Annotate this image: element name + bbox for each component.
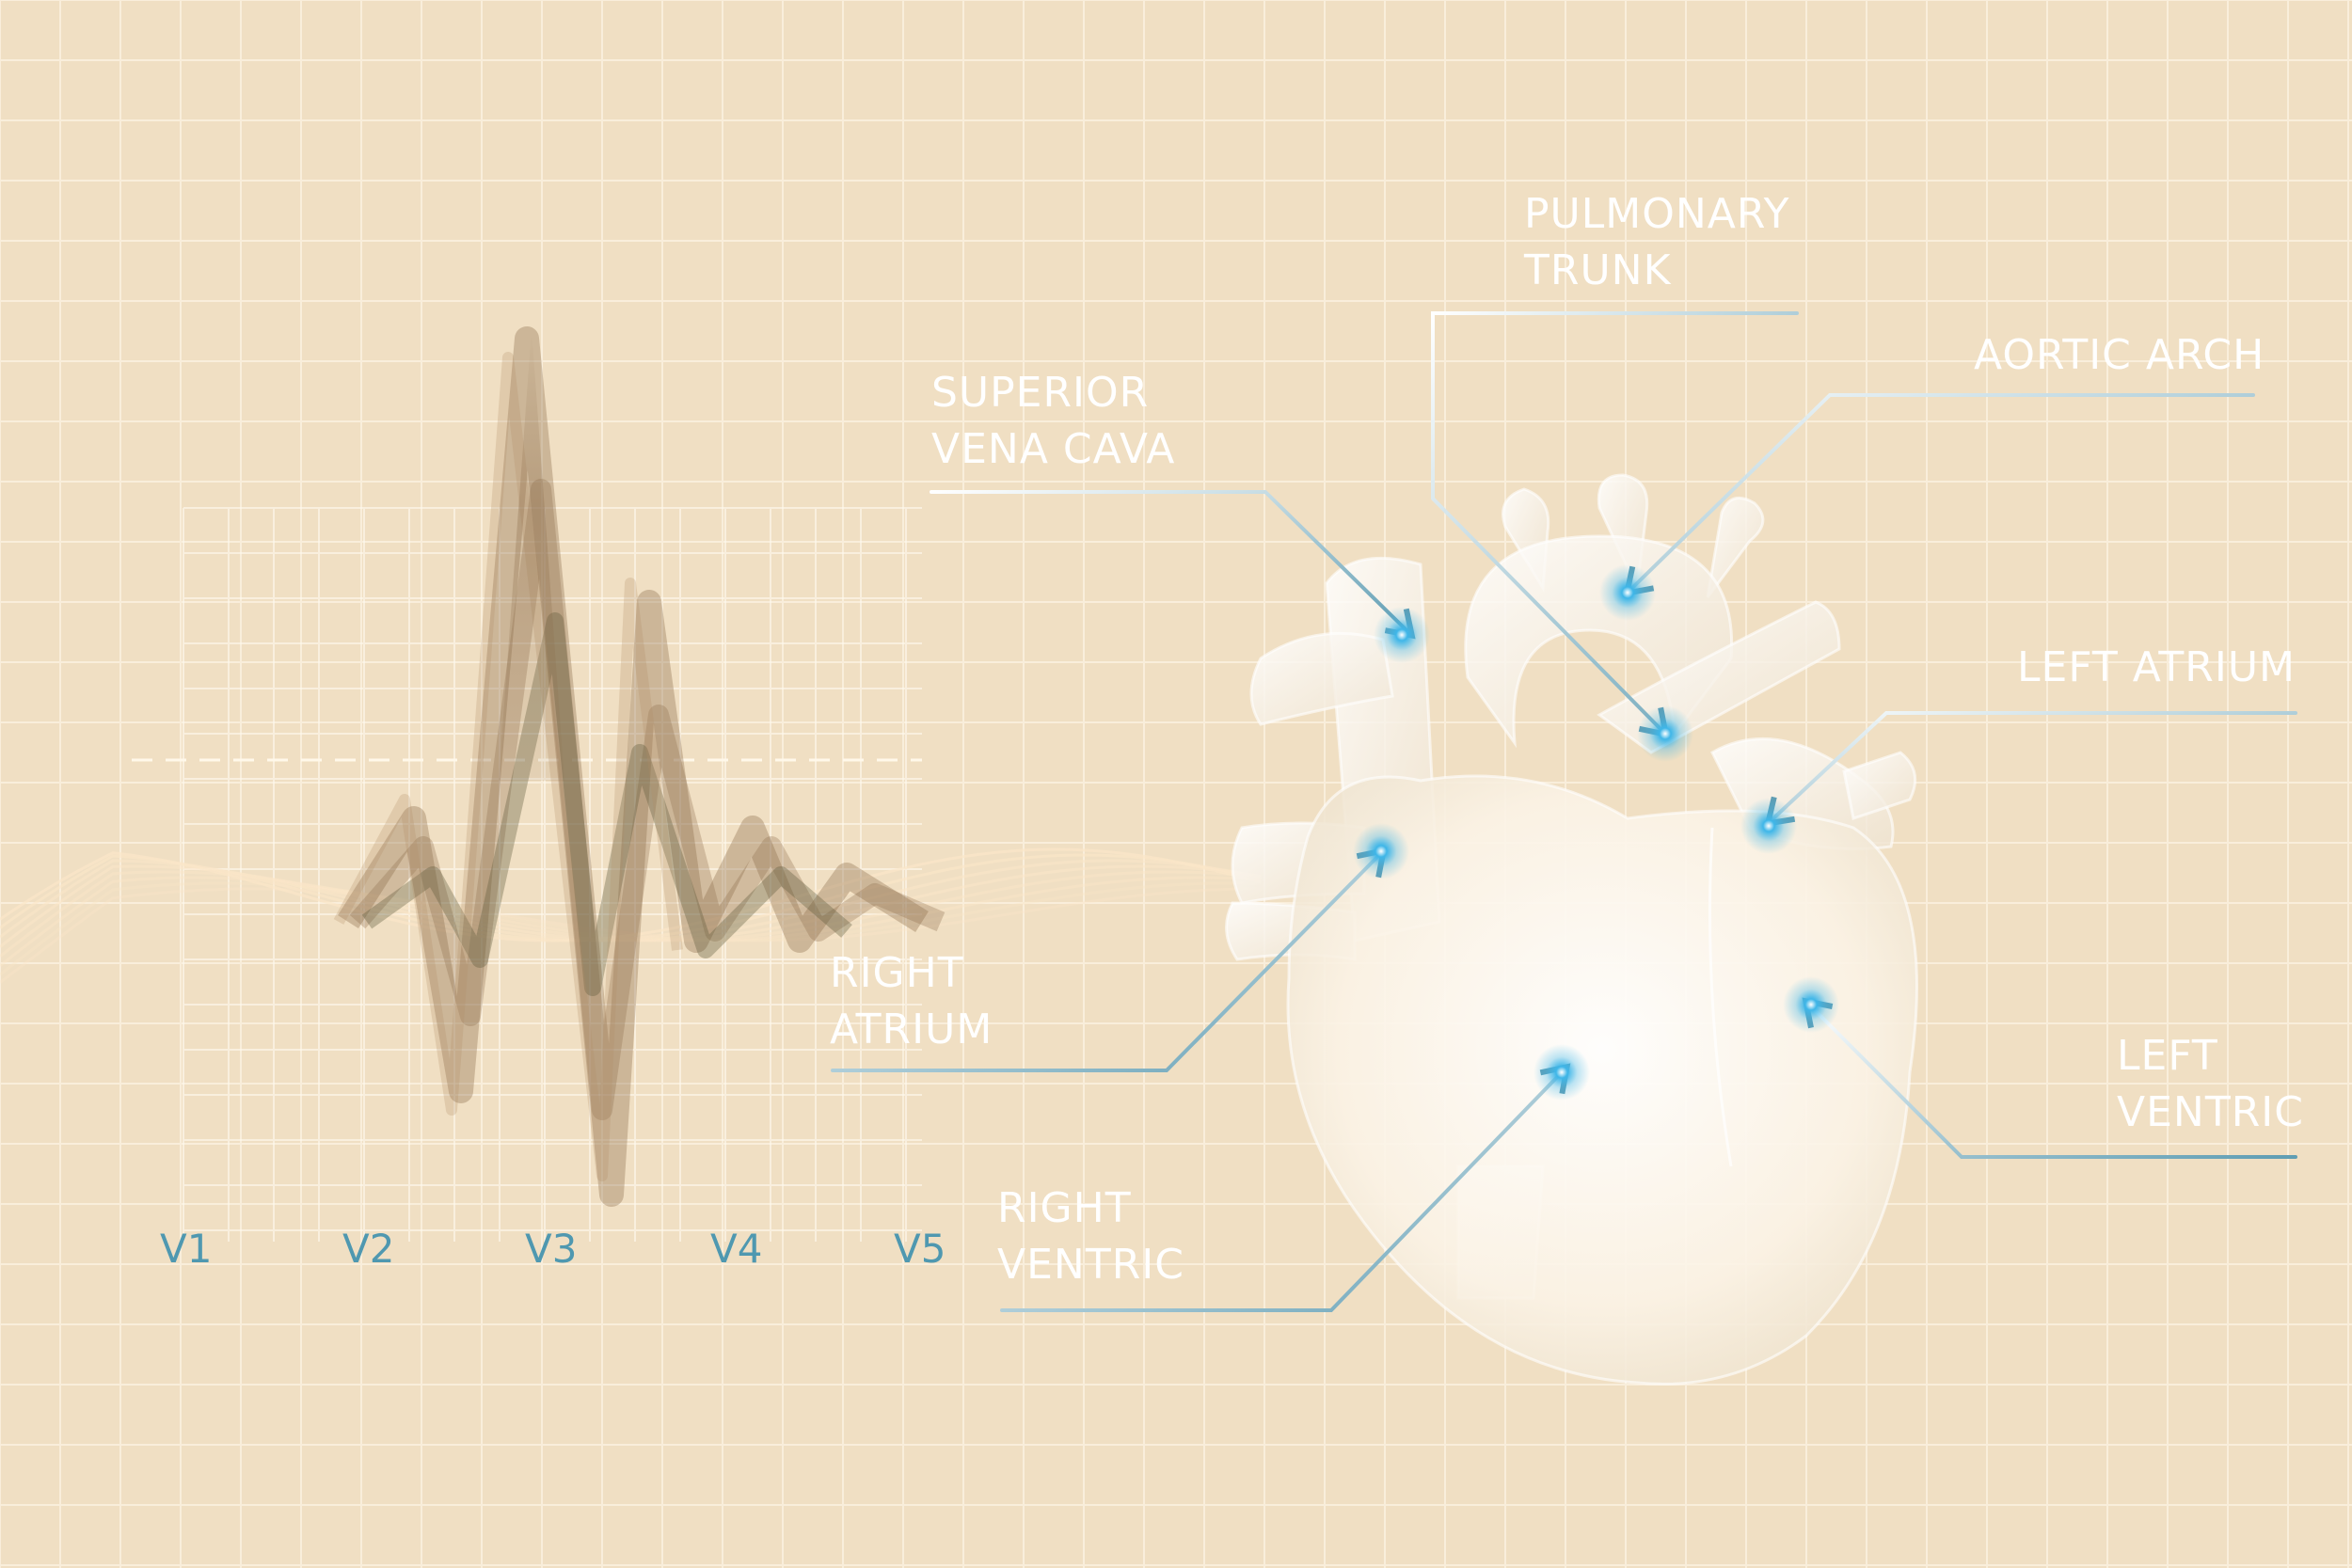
label-line: VENTRIC [2117,1088,2304,1136]
label-line: TRUNK [1524,246,1672,294]
glow-marker-icon [1599,564,1656,621]
label-left-ventric: LEFT VENTRIC [2117,1028,2304,1141]
label-line: LEFT ATRIUM [2017,643,2296,691]
label-pulmonary-trunk: PULMONARY TRUNK [1524,186,1790,299]
leader-aortic-arch [1623,393,2255,597]
ecg-wave-line [0,853,1262,942]
heart-body [1286,774,1918,1386]
lead-label-v4: V4 [710,1226,763,1272]
label-line: AORTIC ARCH [1974,331,2265,379]
label-line: ATRIUM [830,1006,993,1053]
leader-right-ventric [1000,1063,1571,1312]
lead-label-v3: V3 [525,1226,578,1272]
label-right-ventric: RIGHT VENTRIC [997,1180,1184,1293]
glow-marker-icon [1374,607,1430,663]
ecg-wave-line [0,847,1262,942]
glow-marker-icon [1637,705,1693,762]
label-left-atrium: LEFT ATRIUM [2009,640,2296,696]
leader-right-atrium [831,847,1388,1072]
leader-left-ventric [1802,997,2297,1159]
label-line: RIGHT [997,1184,1132,1232]
glow-markers [1353,564,1839,1101]
label-superior-vena-cava: SUPERIOR VENA CAVA [931,365,1175,478]
label-aortic-arch: AORTIC ARCH [1974,327,2265,384]
lead-label-v1: V1 [160,1226,213,1272]
lead-label-v5: V5 [894,1226,946,1272]
ecg-spike [499,329,564,781]
label-line: PULMONARY [1524,190,1790,238]
ecg-wave-bundle [0,847,1262,984]
glow-marker-icon [1783,976,1839,1033]
label-line: VENA CAVA [931,425,1176,473]
leader-pulmonary-trunk [1431,311,1799,738]
label-line: VENTRIC [997,1241,1184,1289]
label-line: SUPERIOR [931,369,1150,417]
pulmonary-branch-right-upper [1249,631,1394,726]
label-line: LEFT [2117,1032,2218,1080]
heart-septum [1708,827,1733,1167]
aortic-branch-3 [1706,496,1765,598]
glow-marker-icon [1534,1044,1590,1101]
ecg-wave-line [0,887,1261,984]
label-line: RIGHT [830,949,964,997]
glow-marker-icon [1353,823,1409,879]
pulmonary-vein-left [1842,751,1917,820]
ecg-traces [333,326,946,1207]
leader-left-atrium [1764,711,2297,828]
leader-superior-vena-cava [930,490,1416,640]
lead-label-v2: V2 [342,1226,395,1272]
label-right-atrium: RIGHT ATRIUM [830,945,993,1058]
glow-marker-icon [1740,798,1797,854]
